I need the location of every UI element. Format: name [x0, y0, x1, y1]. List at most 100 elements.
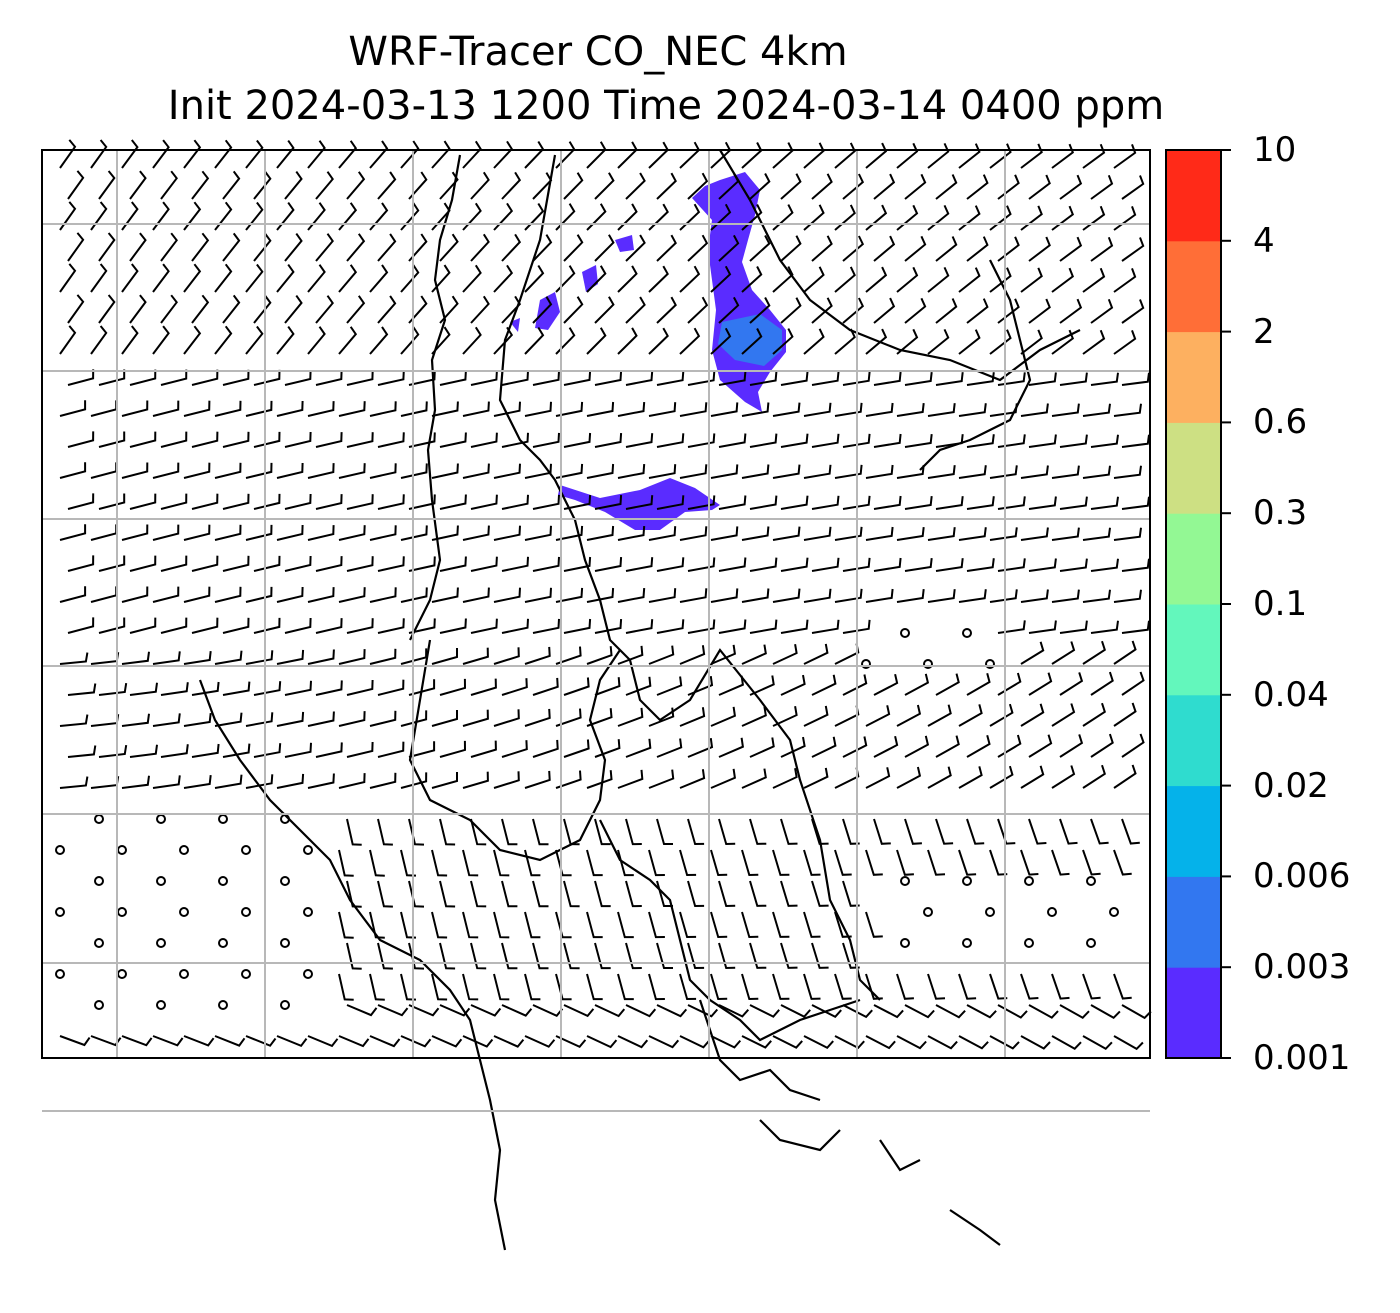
wind-barb	[927, 465, 956, 479]
wind-barb	[1113, 330, 1137, 355]
wind-barb	[749, 1004, 780, 1018]
wind-barb	[59, 1035, 91, 1047]
wind-barb	[462, 709, 489, 727]
wind-barb	[772, 1035, 803, 1049]
wind-barb	[563, 1004, 595, 1018]
wind-barb	[315, 432, 343, 448]
wind-barb	[1121, 620, 1150, 634]
wind-barb	[524, 708, 551, 727]
wind-barb	[493, 849, 510, 877]
wind-barb	[98, 617, 126, 634]
wind-barb	[377, 370, 405, 386]
wind-barb	[1121, 671, 1145, 696]
wind-barb	[501, 678, 528, 696]
wind-barb	[811, 371, 840, 386]
wind-barb	[532, 494, 560, 510]
wind-barb	[648, 645, 675, 665]
wind-barb	[563, 494, 592, 510]
wind-barb	[1090, 298, 1114, 324]
wind-barb	[1121, 733, 1145, 758]
wind-barb	[555, 401, 584, 417]
calm-wind-marker	[94, 938, 104, 948]
wind-barb	[346, 741, 374, 758]
wind-barb	[462, 647, 489, 665]
wind-barb	[1051, 403, 1080, 417]
calm-wind-marker	[156, 938, 166, 948]
wind-barb	[1082, 329, 1106, 355]
wind-barb	[811, 674, 837, 696]
wind-barb	[1051, 849, 1070, 876]
wind-barb	[1082, 702, 1106, 727]
wind-barb	[966, 298, 989, 324]
wind-barb	[865, 464, 894, 479]
wind-barb	[431, 911, 448, 939]
wind-barb	[121, 775, 150, 789]
wind-barb	[834, 464, 863, 479]
wind-barb	[1028, 734, 1053, 758]
wind-barb	[152, 586, 180, 603]
colorbar	[1166, 149, 1231, 1059]
wind-barb	[431, 973, 448, 1001]
wind-barb	[338, 140, 358, 169]
wind-barb	[462, 849, 479, 877]
wind-barb	[462, 1035, 494, 1048]
wind-barb	[369, 973, 385, 1001]
wind-barb	[834, 142, 856, 169]
wind-barb	[896, 973, 914, 1000]
colorbar-segment	[1166, 513, 1221, 605]
wind-barb	[400, 326, 420, 355]
wind-barb	[462, 401, 490, 417]
wind-barb	[648, 526, 677, 541]
wind-barb	[160, 369, 188, 386]
wind-barb	[98, 170, 116, 200]
wind-barb	[803, 402, 832, 417]
wind-barb	[997, 496, 1026, 510]
wind-barb	[369, 1035, 401, 1048]
wind-barb	[400, 587, 428, 603]
wind-barb	[222, 681, 251, 696]
wind-barb	[873, 735, 899, 758]
wind-barb	[780, 880, 798, 907]
wind-barb	[346, 880, 362, 908]
wind-barb	[532, 234, 553, 262]
wind-barb	[315, 618, 343, 634]
wind-barb	[935, 372, 964, 386]
wind-barb	[191, 294, 210, 324]
wind-barb	[803, 464, 832, 479]
wind-barb	[679, 707, 706, 727]
wind-barb	[493, 647, 520, 665]
wind-barb	[121, 263, 139, 293]
wind-barb	[749, 880, 767, 907]
wind-barb	[997, 558, 1026, 572]
wind-barb	[369, 849, 385, 877]
wind-barb	[222, 294, 241, 324]
wind-barb	[958, 589, 987, 603]
calm-wind-marker	[94, 876, 104, 886]
wind-barb	[617, 645, 644, 665]
wind-barb	[741, 911, 759, 939]
wind-barb	[1059, 298, 1083, 324]
wind-barb	[935, 673, 960, 696]
wind-barb	[1121, 558, 1150, 572]
wind-barb	[276, 462, 304, 479]
wind-barb	[896, 766, 922, 789]
wind-barb	[400, 772, 428, 789]
wind-barb	[625, 433, 654, 448]
wind-barb	[276, 711, 305, 727]
wind-barb	[594, 234, 615, 262]
wind-barb	[245, 263, 264, 293]
wind-barb	[408, 1004, 440, 1017]
wind-barb	[687, 234, 709, 262]
wind-barb	[1020, 1035, 1051, 1050]
wind-barb	[842, 173, 865, 200]
wind-barb	[493, 587, 521, 603]
calm-wind-marker	[923, 907, 933, 917]
wind-barb	[1028, 1004, 1059, 1019]
chart-title-line1: WRF-Tracer CO_NEC 4km	[348, 29, 848, 75]
wind-barb	[896, 526, 925, 541]
wind-barb	[222, 369, 250, 386]
wind-barb	[656, 942, 673, 969]
gridlines	[42, 150, 1150, 1112]
wind-barb	[1121, 175, 1145, 200]
coastline-central	[408, 639, 621, 862]
